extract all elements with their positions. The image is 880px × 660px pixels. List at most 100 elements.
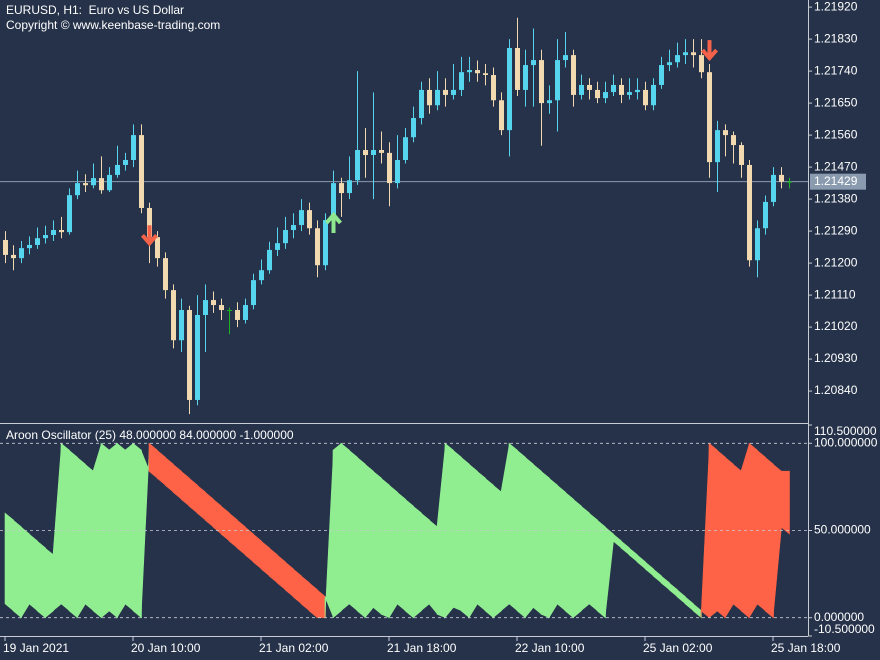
- aroon-band: [228, 512, 238, 549]
- candle-body: [75, 183, 80, 196]
- candle-body: [203, 300, 208, 315]
- candle-body: [315, 228, 320, 266]
- candle-body: [579, 84, 584, 95]
- aroon-band: [132, 442, 142, 619]
- y-tick-label: 1.21560: [814, 127, 858, 141]
- aroon-band: [36, 540, 46, 619]
- candle-body: [787, 181, 792, 183]
- candle-body: [491, 75, 496, 101]
- candle-body: [331, 183, 336, 221]
- candle-body: [747, 164, 752, 261]
- candle-body: [219, 305, 224, 311]
- aroon-band: [324, 450, 334, 618]
- candle-body: [659, 65, 664, 85]
- candle-body: [603, 92, 608, 99]
- x-tick-label: 22 Jan 10:00: [515, 641, 585, 655]
- candle-body: [35, 238, 40, 245]
- candle-body: [499, 100, 504, 131]
- aroon-band: [404, 498, 414, 619]
- candle-body: [171, 290, 176, 341]
- aroon-band: [412, 505, 422, 619]
- candle-body: [459, 72, 464, 90]
- candle-body: [451, 89, 456, 95]
- aroon-band: [724, 456, 734, 619]
- aroon-band: [300, 575, 310, 612]
- aroon-band: [196, 484, 206, 521]
- candle-body: [443, 89, 448, 95]
- aroon-band: [764, 456, 774, 619]
- candle-body: [475, 70, 480, 74]
- y-tick-label: 1.21200: [814, 255, 858, 269]
- y-tick-label: 1.20840: [814, 383, 858, 397]
- aroon-band: [732, 463, 742, 612]
- candle-body: [91, 178, 96, 186]
- candle-body: [243, 305, 248, 320]
- candle-body: [667, 62, 672, 66]
- candle-body: [483, 73, 488, 76]
- candle-body: [395, 159, 400, 184]
- aroon-band: [44, 547, 54, 619]
- candle-body: [587, 84, 592, 90]
- candle-body: [507, 47, 512, 131]
- aroon-band: [292, 568, 302, 605]
- y-tick-label: 1.21020: [814, 319, 858, 333]
- aroon-band: [4, 512, 14, 612]
- y-tick-label: 1.21830: [814, 31, 858, 45]
- aroon-band: [268, 547, 278, 584]
- aroon-band: [124, 442, 134, 612]
- x-tick-label: 19 Jan 2021: [3, 641, 69, 655]
- aroon-band: [748, 442, 758, 619]
- y-tick-label: 0.000000: [814, 610, 864, 624]
- aroon-band: [84, 463, 94, 612]
- candle-body: [723, 130, 728, 136]
- candle-body: [715, 130, 720, 163]
- aroon-band: [524, 456, 534, 619]
- aroon-band: [540, 470, 550, 619]
- candle-body: [643, 89, 648, 106]
- aroon-band: [532, 463, 542, 615]
- chart-title: EURUSD, H1: Euro vs US Dollar: [6, 3, 184, 17]
- y-tick-label: 1.21290: [814, 223, 858, 237]
- candle-body: [235, 310, 240, 320]
- last-price-label: 1.21429: [814, 174, 858, 188]
- x-tick-label: 21 Jan 18:00: [387, 641, 457, 655]
- y-tick-label: 1.21470: [814, 159, 858, 173]
- x-tick-label: 25 Jan 18:00: [771, 641, 841, 655]
- candle-body: [339, 183, 344, 194]
- candle-body: [371, 150, 376, 156]
- y-tick-label: -10.500000: [814, 622, 875, 636]
- candle-body: [3, 239, 8, 255]
- aroon-band: [28, 533, 38, 612]
- aroon-band: [236, 519, 246, 556]
- candle-body: [379, 150, 384, 153]
- candle-body: [19, 248, 24, 259]
- aroon-band: [548, 477, 558, 619]
- candle-body: [691, 52, 696, 56]
- aroon-band: [252, 533, 262, 570]
- aroon-band: [148, 442, 158, 479]
- candle-body: [11, 254, 16, 259]
- candle-body: [51, 230, 56, 235]
- candle-body: [123, 159, 128, 165]
- aroon-band: [380, 477, 390, 619]
- aroon-band: [780, 470, 790, 535]
- candle-body: [771, 174, 776, 202]
- aroon-band: [140, 443, 150, 618]
- aroon-band: [180, 470, 190, 507]
- y-tick-label: 1.21380: [814, 191, 858, 205]
- y-tick-label: 1.20930: [814, 351, 858, 365]
- candle-body: [515, 47, 520, 90]
- candle-body: [299, 210, 304, 226]
- aroon-band: [476, 470, 486, 612]
- candle-body: [131, 135, 136, 160]
- aroon-band: [276, 554, 286, 591]
- candle-body: [179, 310, 184, 341]
- aroon-band: [220, 505, 230, 542]
- candle-body: [27, 244, 32, 249]
- signal-arrow-down: [140, 225, 159, 247]
- aroon-band: [596, 519, 606, 619]
- x-tick-label: 25 Jan 02:00: [643, 641, 713, 655]
- aroon-band: [516, 449, 526, 619]
- candle-body: [675, 55, 680, 63]
- plot-area: [0, 17, 808, 619]
